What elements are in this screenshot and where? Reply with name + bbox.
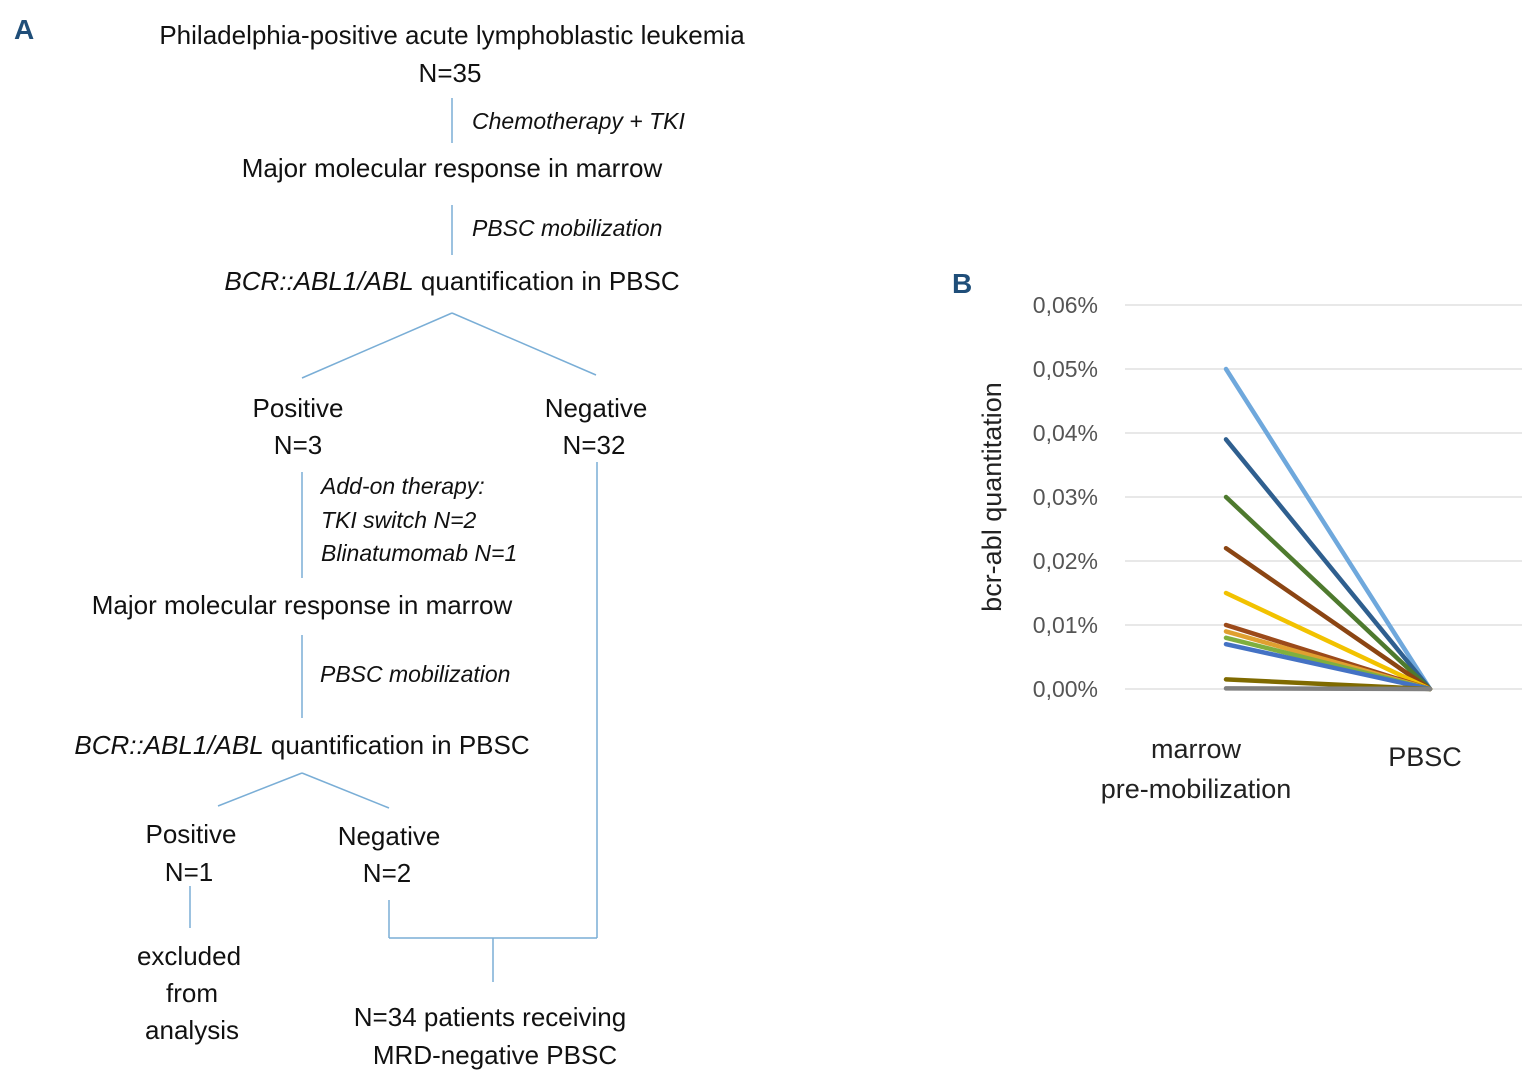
quantification-1: BCR::ABL1/ABL quantification in PBSC: [224, 266, 679, 296]
response-1: Major molecular response in marrow: [241, 153, 663, 183]
final-line-2: MRD-negative PBSC: [372, 1040, 618, 1070]
y-axis-label: bcr-abl quantitation: [977, 382, 1007, 612]
series-line-3: [1223, 494, 1433, 692]
excluded-line-1: excluded: [136, 941, 242, 971]
quantification-2-rest: quantification in PBSC: [263, 730, 530, 760]
positive-1-n: N=3: [273, 430, 323, 460]
x-category-label: pre-mobilization: [1101, 774, 1292, 804]
x-category-label: marrow: [1151, 734, 1242, 764]
positive-2: Positive: [145, 819, 237, 849]
title-text: Philadelphia-positive acute lymphoblasti…: [159, 20, 745, 50]
series-line-5: [1223, 590, 1433, 692]
series-line-2: [1223, 437, 1433, 692]
series-line-1: [1223, 366, 1433, 692]
panel-b-label: B: [952, 268, 973, 299]
addon-tki: TKI switch N=2: [321, 507, 477, 533]
final-line-1: N=34 patients receiving: [353, 1002, 627, 1032]
quantification-1-rest: quantification in PBSC: [413, 266, 680, 296]
branch-left-2: [217, 772, 303, 807]
response-2: Major molecular response in marrow: [91, 590, 513, 620]
series-line-9: [1223, 641, 1433, 692]
y-tick-label: 0,00%: [1033, 676, 1098, 702]
y-tick-label: 0,05%: [1033, 356, 1098, 382]
branch-right-1: [451, 312, 597, 376]
step-chemo-tki: Chemotherapy + TKI: [472, 108, 685, 134]
y-tick-label: 0,02%: [1033, 548, 1098, 574]
positive-1: Positive: [252, 393, 344, 423]
excluded-line-2: from: [166, 978, 218, 1008]
addon-blina: Blinatumomab N=1: [321, 540, 518, 566]
y-tick-label: 0,01%: [1033, 612, 1098, 638]
panel-a-label: A: [14, 14, 35, 45]
series-line-11: [1223, 686, 1433, 692]
negative-1: Negative: [544, 393, 648, 423]
step-mobilization-1: PBSC mobilization: [472, 215, 663, 241]
positive-2-n: N=1: [164, 857, 214, 887]
step-mobilization-2: PBSC mobilization: [320, 661, 511, 687]
branch-left-1: [301, 312, 453, 379]
y-tick-label: 0,06%: [1033, 292, 1098, 318]
negative-2: Negative: [337, 821, 441, 851]
addon-title: Add-on therapy:: [321, 473, 485, 499]
negative-2-n: N=2: [362, 858, 412, 888]
n-total: N=35: [418, 58, 482, 88]
excluded-line-3: analysis: [145, 1015, 239, 1045]
y-tick-label: 0,03%: [1033, 484, 1098, 510]
branch-right-2: [301, 772, 390, 809]
negative-1-n: N=32: [562, 430, 626, 460]
y-tick-label: 0,04%: [1033, 420, 1098, 446]
gene-name-1: BCR::ABL1/ABL: [224, 266, 414, 296]
x-category-label: PBSC: [1388, 742, 1462, 772]
quantification-2: BCR::ABL1/ABL quantification in PBSC: [74, 730, 529, 760]
series-line-4: [1223, 545, 1433, 692]
gene-name-2: BCR::ABL1/ABL: [74, 730, 264, 760]
